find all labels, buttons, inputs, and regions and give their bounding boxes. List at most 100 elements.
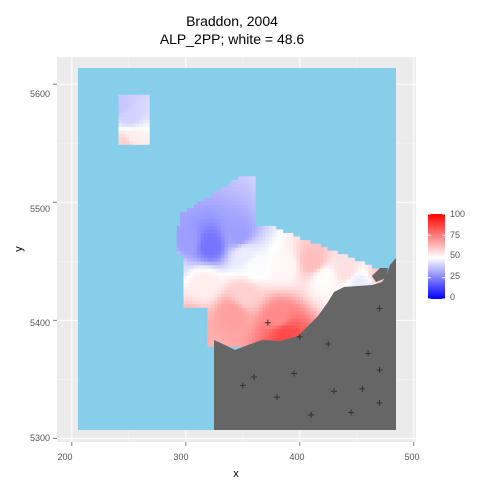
heat-tile [190,296,195,301]
heat-tile [248,186,253,191]
heat-tile [272,247,277,252]
heat-tile [200,303,205,308]
heat-tile [265,289,270,294]
heat-tile [245,286,249,291]
heat-tile [118,130,123,135]
heat-tile [310,314,314,319]
heat-tile [207,254,212,259]
heat-tile [248,318,253,322]
heat-tile [262,240,266,244]
heat-tile [186,240,191,244]
heat-tile [262,286,266,291]
heat-tile [197,271,201,276]
heat-tile [224,303,229,308]
precinct-marker [251,374,258,381]
heat-tile [183,289,188,294]
heat-tile [248,293,253,298]
heat-tile [286,232,290,237]
heat-tile [316,271,321,276]
heat-tile [186,303,191,308]
heat-tile [262,271,266,276]
heat-tile [217,296,222,301]
heat-tile [204,240,208,244]
heat-tile [210,328,215,333]
heat-tile [289,282,294,287]
heat-tile [320,268,325,273]
heat-tile [180,215,184,220]
heat-tile [292,257,297,262]
heat-tile [142,101,147,106]
heat-tile [296,275,301,280]
heat-tile [241,342,246,347]
precinct-marker [376,366,383,373]
heat-tile [299,250,304,255]
heat-tile [245,257,249,262]
heat-tile [275,282,280,287]
heat-tile [306,279,311,283]
heat-tile [292,332,297,337]
heat-tile [248,264,253,269]
heat-tile [347,264,352,269]
heat-tile [289,318,294,322]
heat-tile [139,112,143,117]
heat-tile [251,201,256,206]
heat-tile [272,232,277,237]
heat-tile [251,193,256,198]
heat-tile [327,289,331,294]
heat-tile [200,264,205,269]
heat-tile [238,243,243,248]
heat-tile [227,250,232,255]
heat-tile [231,208,236,213]
heat-tile [272,325,277,330]
heat-tile [357,279,362,283]
heat-tile [234,314,239,319]
heat-tile [224,271,229,276]
heat-tile [272,275,277,280]
heat-tile [340,275,345,280]
heat-tile [272,300,277,305]
heat-tile [214,314,219,319]
heat-tile [135,126,140,131]
heat-tile [306,296,311,301]
heat-tile [303,240,307,244]
heat-tile [299,257,304,262]
heat-tile [238,310,243,315]
heat-tile [231,186,236,191]
heat-tile [320,247,325,252]
heat-tile [268,325,273,330]
heat-tile [316,293,321,298]
heat-tile [190,243,195,248]
heat-tile [323,289,328,294]
heat-tile [207,335,212,340]
heat-tile [214,264,219,269]
heat-tile [234,208,239,213]
heat-tile [248,289,253,294]
heat-tile [354,264,359,269]
heat-tile [255,318,260,322]
heat-tile [125,108,130,113]
heat-tile [364,275,369,280]
heat-tile [135,98,140,103]
heat-tile [248,229,253,234]
heat-tile [224,289,229,294]
heat-tile [197,240,201,244]
heat-tile [330,271,335,276]
heat-tile [255,229,260,234]
heat-tile [286,286,290,291]
heat-tile [255,264,260,269]
heat-tile [354,275,359,280]
heat-tile [231,247,236,252]
heat-tile [186,229,191,234]
heat-tile [224,215,229,220]
heat-tile [279,282,284,287]
heat-tile [361,275,366,280]
heat-tile [207,225,212,230]
heat-tile [234,218,239,223]
heat-tile [289,236,294,241]
heat-tile [279,325,284,330]
heat-tile [344,279,349,283]
heat-tile [251,293,256,298]
heat-tile [282,232,287,237]
heat-tile [200,201,205,206]
heat-tile [268,328,273,333]
